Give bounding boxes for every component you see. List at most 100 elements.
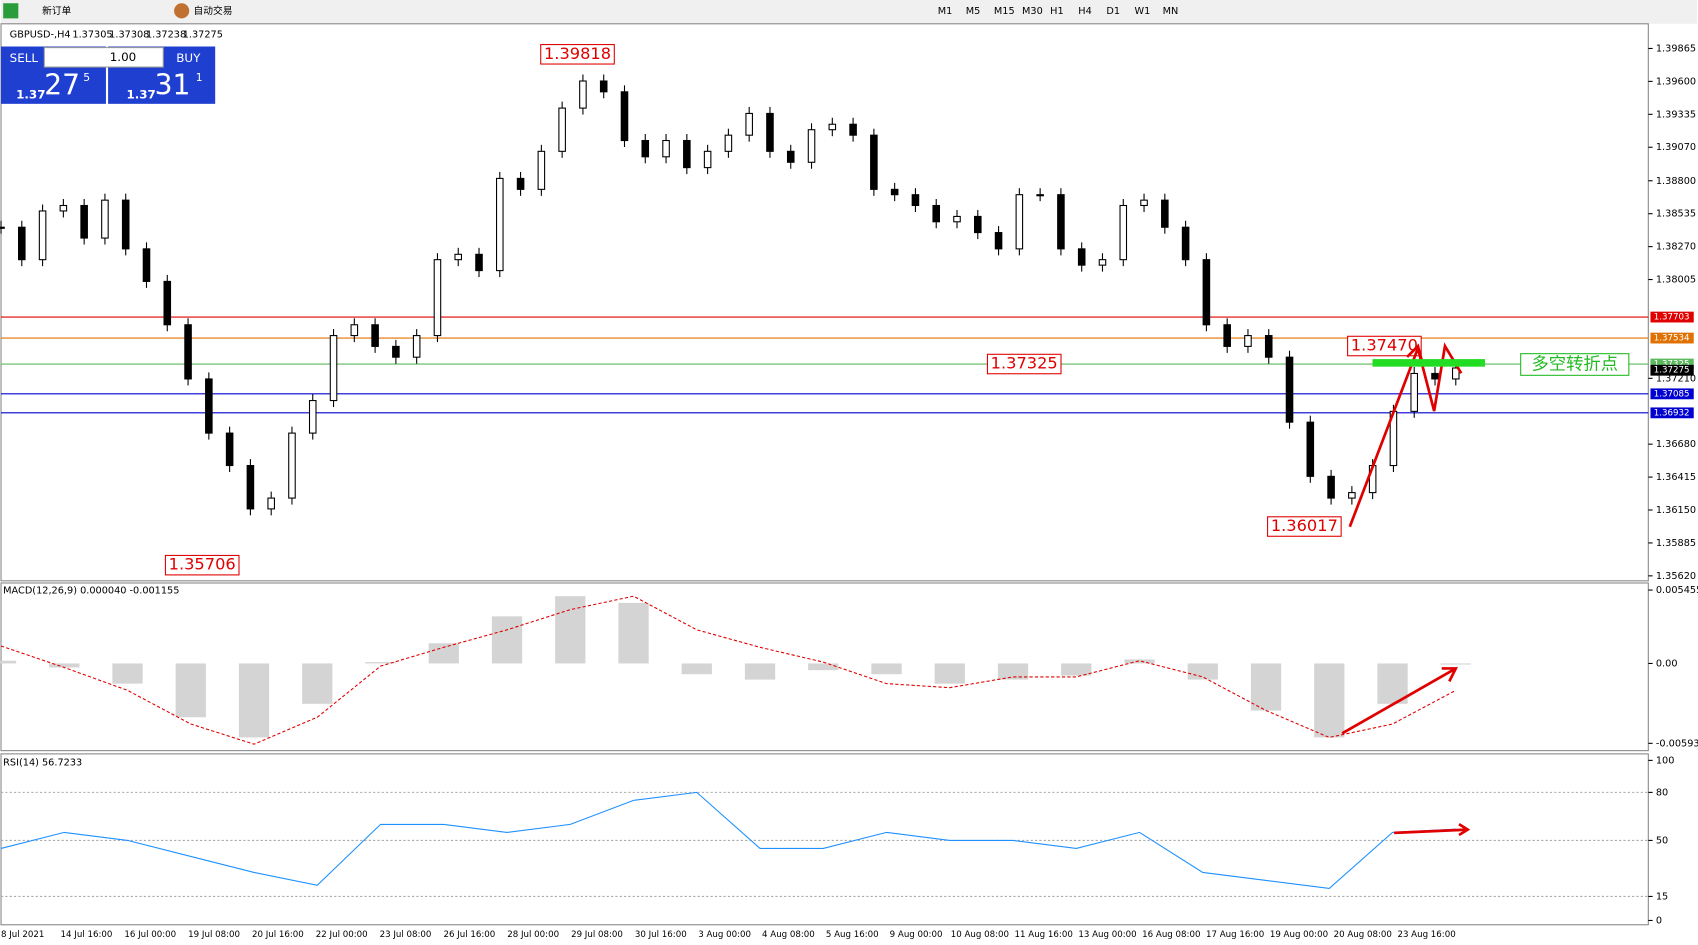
candle xyxy=(558,107,566,152)
candle xyxy=(308,400,317,434)
candle xyxy=(371,324,379,347)
timeframe[interactable]: MN xyxy=(1163,6,1179,17)
level-box xyxy=(1650,388,1694,400)
price-annotation: 1.36017 xyxy=(1271,516,1338,535)
buy-button[interactable]: BUY xyxy=(176,51,201,65)
level-label: 1.37325 xyxy=(1654,360,1690,370)
new-order[interactable]: 新订单 xyxy=(42,4,71,17)
candle xyxy=(1410,372,1419,412)
sell-button[interactable]: SELL xyxy=(10,51,39,65)
timeframe[interactable]: M5 xyxy=(966,6,981,17)
y-tick-label: 0 xyxy=(1656,915,1662,926)
timeframe[interactable]: M1 xyxy=(938,6,953,17)
price-annotation-box xyxy=(164,554,240,576)
timeframe[interactable]: M15 xyxy=(994,6,1015,17)
candle xyxy=(683,139,691,169)
price-annotation: 1.35706 xyxy=(169,555,236,574)
x-tick-label: 11 Aug 16:00 xyxy=(1015,930,1073,940)
timeframe[interactable]: D1 xyxy=(1106,6,1120,17)
candle xyxy=(1077,248,1086,266)
level-box xyxy=(1650,332,1694,344)
macd-bar xyxy=(365,662,396,664)
y-tick-label: 1.36415 xyxy=(1656,472,1696,483)
current-price: 1.37275 xyxy=(1654,366,1690,376)
candle xyxy=(766,112,774,152)
price-annotation-box xyxy=(540,44,615,65)
macd-signal xyxy=(0,595,1457,745)
y-tick-label: 1.38270 xyxy=(1656,242,1696,253)
macd-bar xyxy=(1187,663,1218,680)
y-tick-label: 1.37210 xyxy=(1656,373,1696,384)
candle xyxy=(433,259,442,337)
candle xyxy=(121,199,130,250)
macd-bar xyxy=(997,663,1029,680)
x-tick-label: 3 Aug 00:00 xyxy=(698,930,751,940)
candle xyxy=(620,91,629,142)
x-tick-label: 17 Aug 16:00 xyxy=(1206,930,1264,940)
header-high: 1.37308 xyxy=(109,30,149,41)
candle xyxy=(496,177,504,272)
x-tick-label: 29 Jul 08:00 xyxy=(571,930,623,940)
auto-trade[interactable]: 自动交易 xyxy=(194,4,233,17)
candle xyxy=(828,123,837,131)
timeframe[interactable]: M30 xyxy=(1022,6,1043,17)
candle xyxy=(329,335,338,402)
header-low: 1.37238 xyxy=(146,30,186,41)
price-annotation: 1.37325 xyxy=(991,354,1058,373)
macd-bar xyxy=(1124,659,1155,664)
timeframe[interactable]: H1 xyxy=(1050,6,1064,17)
candle xyxy=(1223,324,1231,347)
macd-bar xyxy=(681,663,712,675)
candle xyxy=(579,80,587,109)
candle xyxy=(205,378,213,434)
macd-bar xyxy=(871,663,902,675)
y-tick-label: -0.005938 xyxy=(1656,738,1698,749)
x-tick-label: 8 Jul 2021 xyxy=(1,930,44,940)
candle xyxy=(392,345,400,358)
x-tick-label: 26 Jul 16:00 xyxy=(443,930,495,940)
x-tick-label: 23 Aug 16:00 xyxy=(1397,930,1455,940)
rsi-title: RSI(14) 56.7233 xyxy=(3,758,82,769)
auto-trade-icon[interactable] xyxy=(174,3,190,19)
candle xyxy=(890,188,899,196)
candle xyxy=(516,177,525,190)
x-tick-label: 16 Jul 00:00 xyxy=(124,930,176,940)
lots[interactable]: 1.00 xyxy=(110,50,136,64)
candle xyxy=(350,324,359,337)
candle xyxy=(18,226,26,261)
x-tick-label: 28 Jul 00:00 xyxy=(507,930,559,940)
x-tick-label: 5 Aug 16:00 xyxy=(826,930,879,940)
x-tick-label: 19 Aug 00:00 xyxy=(1270,930,1328,940)
x-tick-label: 16 Aug 08:00 xyxy=(1142,930,1200,940)
candle xyxy=(38,210,47,261)
macd-bar xyxy=(934,663,965,684)
macd-bar xyxy=(428,643,459,664)
x-tick-label: 30 Jul 16:00 xyxy=(635,930,687,940)
candle xyxy=(225,432,234,467)
timeframe[interactable]: W1 xyxy=(1135,6,1151,17)
note-box xyxy=(1520,353,1630,376)
green-bar xyxy=(1372,359,1485,367)
candle xyxy=(142,248,151,282)
new-order-icon[interactable] xyxy=(3,3,19,19)
timeframe[interactable]: H4 xyxy=(1078,6,1091,17)
macd-bar xyxy=(1440,663,1471,665)
buy-big: 1.37 xyxy=(126,88,155,102)
candle xyxy=(662,139,670,158)
rsi-line xyxy=(0,791,1456,890)
price-annotation-box xyxy=(1267,516,1342,537)
candle xyxy=(994,232,1003,250)
candle xyxy=(1119,204,1128,261)
candle xyxy=(267,497,275,510)
y-tick-label: 80 xyxy=(1656,787,1668,798)
candle xyxy=(932,204,941,223)
lots-box[interactable] xyxy=(43,47,164,68)
y-tick-label: 0.005455 xyxy=(1656,585,1698,596)
price-annotation-box xyxy=(1347,335,1422,357)
candle xyxy=(537,150,546,190)
candle xyxy=(246,464,255,510)
y-tick-label: 1.39070 xyxy=(1656,142,1696,153)
y-tick-label: 15 xyxy=(1656,891,1668,902)
candle xyxy=(641,139,650,158)
candle xyxy=(849,123,857,136)
